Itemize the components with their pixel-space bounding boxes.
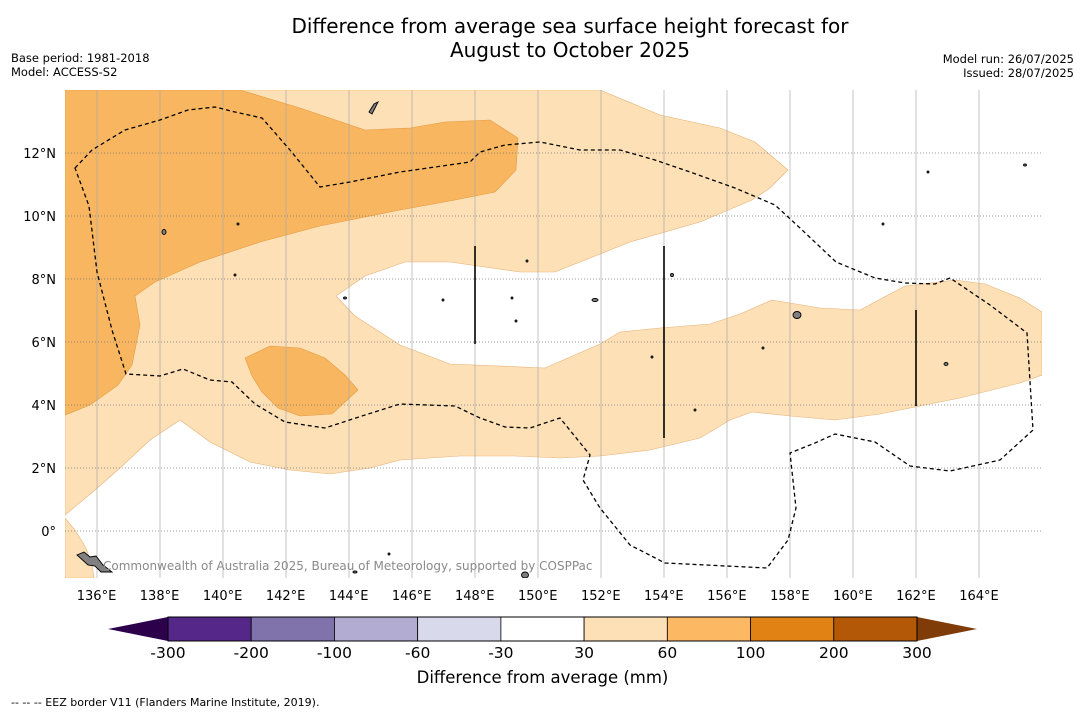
colorbar-title: Difference from average (mm)	[416, 668, 669, 687]
eez-border	[74, 106, 1034, 569]
credit-text: Commonwealth of Australia 2025, Bureau o…	[103, 559, 593, 573]
colorbar-under-arrow	[108, 617, 168, 641]
longitude-tick-label: 160°E	[833, 589, 873, 604]
colorbar-segment	[334, 616, 419, 642]
colorbar-outline	[167, 616, 918, 642]
longitude-tick-label: 164°E	[959, 589, 999, 604]
colorbar-segment	[500, 616, 585, 642]
latitude-tick-label: 6°N	[32, 336, 57, 351]
issued-text: Issued: 28/07/2025	[963, 66, 1074, 80]
meta-left: Base period: 1981-2018 Model: ACCESS-S2	[11, 51, 150, 79]
colorbar-segment	[833, 616, 918, 642]
colorbar-tick-label: 30	[574, 644, 594, 662]
colorbar-tick-label: 100	[736, 644, 766, 662]
latitude-labels: 0° 2°N 4°N 6°N 8°N 10°N 12°N	[23, 147, 56, 540]
longitude-tick-label: 148°E	[455, 589, 495, 604]
map-plot: Commonwealth of Australia 2025, Bureau o…	[65, 90, 1042, 578]
graticule-meridians	[96, 90, 980, 578]
longitude-tick-label: 152°E	[581, 589, 621, 604]
latitude-tick-label: 10°N	[23, 210, 56, 225]
colorbar-tick-label: 60	[657, 644, 677, 662]
colorbar-over-arrow	[917, 617, 977, 641]
meta-right: Model run: 26/07/2025 Issued: 28/07/2025	[943, 52, 1074, 80]
colorbar-tick-label: -300	[150, 644, 185, 662]
longitude-tick-label: 140°E	[203, 589, 243, 604]
colorbar-segment	[583, 616, 668, 642]
latitude-tick-label: 12°N	[23, 147, 56, 162]
map-title: Difference from average sea surface heig…	[0, 14, 1085, 62]
colorbar-tick-label: 200	[819, 644, 849, 662]
title-line-1: Difference from average sea surface heig…	[291, 14, 849, 38]
longitude-tick-label: 136°E	[77, 589, 117, 604]
marker-lines	[474, 246, 917, 438]
longitude-tick-label: 156°E	[707, 589, 747, 604]
latitude-tick-label: 8°N	[32, 273, 57, 288]
colorbar-tick-label: 300	[902, 644, 932, 662]
base-period-text: Base period: 1981-2018	[11, 51, 150, 65]
colorbar-segment	[666, 616, 751, 642]
graticule	[65, 152, 1042, 532]
longitude-tick-label: 138°E	[140, 589, 180, 604]
longitude-tick-label: 142°E	[266, 589, 306, 604]
colorbar-segment	[750, 616, 835, 642]
colorbar-segment	[417, 616, 502, 642]
islands	[76, 100, 1027, 578]
footnote-eez: -- -- -- EEZ border V11 (Flanders Marine…	[11, 696, 320, 709]
latitude-tick-label: 2°N	[32, 462, 57, 477]
latitude-tick-label: 4°N	[32, 399, 57, 414]
model-run-text: Model run: 26/07/2025	[942, 52, 1074, 66]
longitude-tick-label: 162°E	[896, 589, 936, 604]
colorbar-segment	[167, 616, 252, 642]
colorbar-tick-label: -30	[488, 644, 513, 662]
model-text: Model: ACCESS-S2	[11, 65, 118, 79]
longitude-tick-label: 158°E	[770, 589, 810, 604]
colorbar: -300 -200 -100 -60 -30 30 60 100 200 300	[108, 616, 977, 662]
colorbar-tick-label: -60	[405, 644, 430, 662]
longitude-tick-label: 144°E	[329, 589, 369, 604]
latitude-tick-label: 0°	[41, 525, 56, 540]
anomaly-region-60-100-blob	[244, 345, 359, 417]
colorbar-segment	[250, 616, 335, 642]
longitude-tick-label: 150°E	[518, 589, 558, 604]
longitude-labels: 136°E 138°E 140°E 142°E 144°E 146°E 148°E 150°E…	[77, 589, 999, 604]
longitude-tick-label: 146°E	[392, 589, 432, 604]
colorbar-tick-label: -100	[317, 644, 352, 662]
colorbar-tick-label: -200	[234, 644, 269, 662]
title-line-2: August to October 2025	[449, 38, 691, 62]
longitude-tick-label: 154°E	[644, 589, 684, 604]
